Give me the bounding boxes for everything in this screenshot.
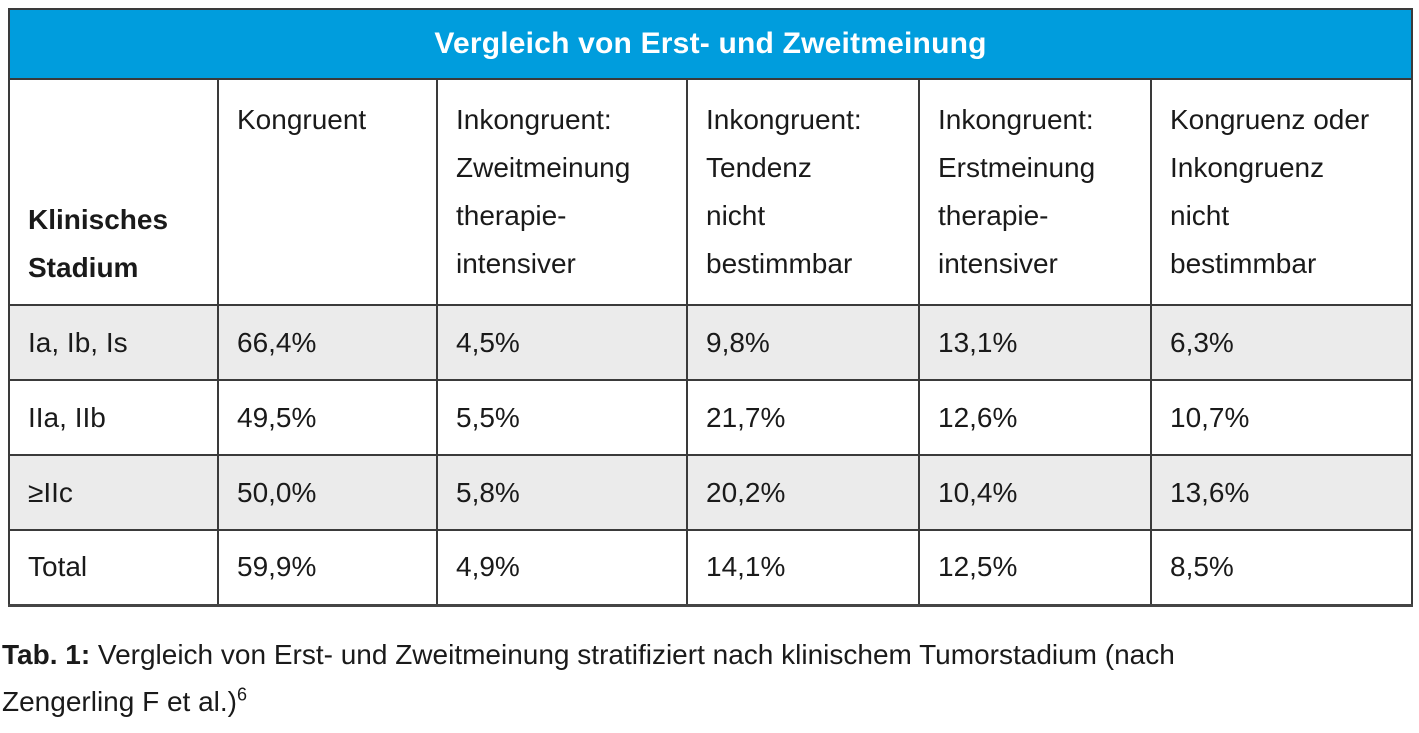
value-cell: 4,9% [436,529,688,606]
table-row: ≥IIc 50,0% 5,8% 20,2% 10,4% 13,6% [8,454,1414,531]
table-title: Vergleich von Erst- und Zweitmeinung [7,8,1414,80]
footnote-reference: 6 [237,684,248,705]
value-cell: 21,7% [686,379,920,456]
column-header-inkongruent-tendenz: Inkongruent: Tendenz nicht bestimmbar [686,78,920,306]
comparison-table: Vergleich von Erst- und Zweitmeinung Kli… [7,8,1414,607]
column-header-row: Klinisches Stadium Kongruent Inkongruent… [8,78,1414,306]
value-cell: 59,9% [217,529,438,606]
stage-cell: IIa, IIb [8,379,219,456]
column-header-kongruenz-oder-inkongruenz: Kongruenz oder Inkongruenz nicht bestimm… [1149,78,1414,306]
caption-label: Tab. 1: [2,638,91,670]
table-row: IIa, IIb 49,5% 5,5% 21,7% 12,6% 10,7% [8,379,1414,456]
column-header-inkongruent-zweitmeinung: Inkongruent: Zweitmeinung therapie- inte… [436,78,688,306]
value-cell: 66,4% [217,304,438,381]
value-cell: 10,7% [1149,379,1414,456]
value-cell: 12,5% [918,529,1152,606]
caption-line-2: Zengerling F et al.)6 [2,678,1419,725]
column-header-inkongruent-erstmeinung: Inkongruent: Erstmeinung therapie- inten… [918,78,1152,306]
stage-cell: ≥IIc [8,454,219,531]
caption-line-1: Tab. 1: Vergleich von Erst- und Zweitmei… [2,631,1419,678]
value-cell: 9,8% [686,304,920,381]
value-cell: 20,2% [686,454,920,531]
table-row: Total 59,9% 4,9% 14,1% 12,5% 8,5% [8,529,1414,606]
value-cell: 8,5% [1149,529,1414,606]
value-cell: 10,4% [918,454,1152,531]
value-cell: 49,5% [217,379,438,456]
value-cell: 5,5% [436,379,688,456]
value-cell: 6,3% [1149,304,1414,381]
value-cell: 12,6% [918,379,1152,456]
table-container: Vergleich von Erst- und Zweitmeinung Kli… [7,8,1414,607]
value-cell: 5,8% [436,454,688,531]
stage-cell: Ia, Ib, Is [8,304,219,381]
table-title-row: Vergleich von Erst- und Zweitmeinung [7,8,1414,80]
caption-text-continued: Zengerling F et al.) [2,685,237,717]
value-cell: 13,1% [918,304,1152,381]
column-header-stage: Klinisches Stadium [8,78,219,306]
stage-cell: Total [8,529,219,606]
table-caption: Tab. 1: Vergleich von Erst- und Zweitmei… [2,631,1419,725]
column-header-kongruent: Kongruent [217,78,438,306]
value-cell: 14,1% [686,529,920,606]
caption-text: Vergleich von Erst- und Zweitmeinung str… [90,638,1175,670]
value-cell: 4,5% [436,304,688,381]
table-row: Ia, Ib, Is 66,4% 4,5% 9,8% 13,1% 6,3% [8,304,1414,381]
value-cell: 50,0% [217,454,438,531]
value-cell: 13,6% [1149,454,1414,531]
